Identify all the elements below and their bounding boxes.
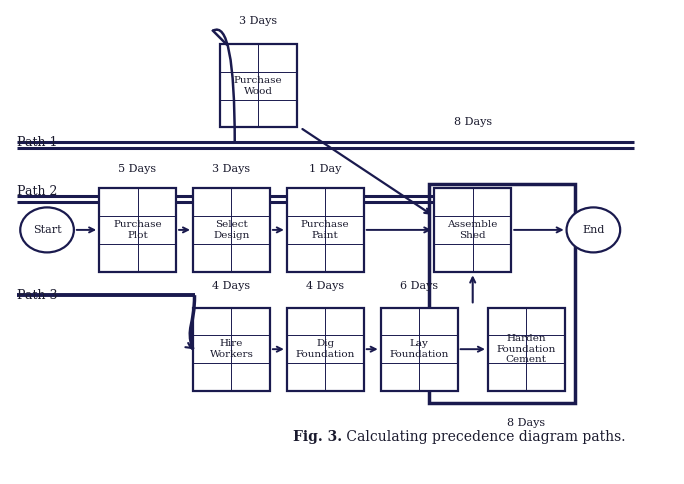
Text: Purchase
Wood: Purchase Wood	[234, 76, 282, 95]
Bar	[287, 307, 364, 391]
Bar	[488, 307, 565, 391]
Text: 4 Days: 4 Days	[212, 281, 250, 291]
Text: 8 Days: 8 Days	[508, 418, 545, 427]
Ellipse shape	[566, 207, 620, 253]
Text: Path 2: Path 2	[17, 185, 57, 198]
Bar	[429, 184, 575, 404]
Bar	[220, 44, 297, 127]
Text: 5 Days: 5 Days	[118, 164, 157, 174]
Text: Calculating precedence diagram paths.: Calculating precedence diagram paths.	[342, 430, 625, 444]
Text: Purchase
Paint: Purchase Paint	[301, 220, 350, 240]
Bar	[287, 188, 364, 272]
Text: 6 Days: 6 Days	[400, 281, 438, 291]
Text: Assemble
Shed: Assemble Shed	[447, 220, 498, 240]
Bar	[193, 188, 270, 272]
Text: Path 3: Path 3	[17, 288, 57, 302]
Text: 3 Days: 3 Days	[212, 164, 250, 174]
Text: 4 Days: 4 Days	[306, 281, 344, 291]
Text: Select
Design: Select Design	[213, 220, 250, 240]
Text: Path 1: Path 1	[17, 136, 57, 149]
Text: Start: Start	[33, 225, 62, 235]
Text: 1 Day: 1 Day	[309, 164, 341, 174]
Text: End: End	[582, 225, 605, 235]
Text: 8 Days: 8 Days	[453, 117, 492, 127]
Text: Fig. 3.: Fig. 3.	[293, 430, 342, 444]
Bar	[193, 307, 270, 391]
Text: Dig
Foundation: Dig Foundation	[295, 339, 355, 359]
Text: Purchase
Plot: Purchase Plot	[114, 220, 162, 240]
Bar	[434, 188, 511, 272]
Text: 3 Days: 3 Days	[239, 15, 277, 26]
Bar	[99, 188, 176, 272]
Text: Harden
Foundation
Cement: Harden Foundation Cement	[497, 334, 556, 364]
Bar	[380, 307, 458, 391]
Text: Hire
Workers: Hire Workers	[209, 339, 253, 359]
Text: Lay
Foundation: Lay Foundation	[389, 339, 449, 359]
Ellipse shape	[21, 207, 74, 253]
